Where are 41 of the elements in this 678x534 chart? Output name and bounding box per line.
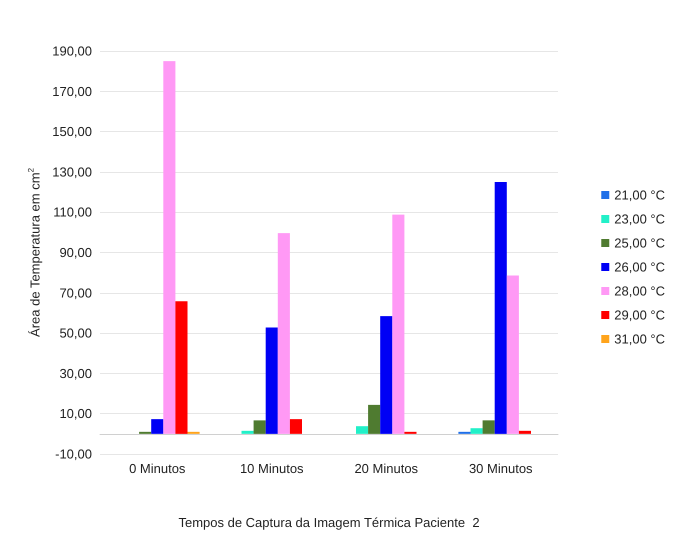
x-tick-label: 10 Minutos (240, 461, 304, 476)
bar (482, 420, 495, 434)
legend-label: 23,00 °C (614, 212, 666, 226)
bar (175, 301, 188, 434)
y-tick-label: 70,00 (59, 285, 92, 300)
y-tick-label: 190,00 (52, 44, 92, 58)
bar (470, 428, 483, 434)
y-tick-label: 10,00 (59, 406, 92, 422)
y-tick-label: 30,00 (59, 366, 92, 381)
y-tick-label: -10,00 (55, 446, 92, 462)
y-tick-label: 130,00 (52, 164, 92, 180)
y-tick-label: 110,00 (53, 204, 92, 220)
legend-label: 28,00 °C (614, 284, 666, 298)
y-tick-label: 150,00 (52, 124, 92, 140)
bar (494, 182, 507, 434)
legend-label: 26,00 °C (614, 260, 666, 274)
y-tick-label: 50,00 (59, 326, 92, 341)
bar (506, 275, 519, 434)
bar (278, 233, 290, 434)
bar (290, 419, 302, 434)
x-tick-label: 20 Minutos (354, 461, 419, 476)
legend-label: 31,00 °C (614, 332, 666, 346)
bar (356, 426, 368, 434)
bar (254, 420, 266, 434)
x-tick-label: 0 Minutos (129, 461, 186, 476)
legend-label: 29,00 °C (614, 308, 666, 322)
bar (241, 430, 254, 434)
x-axis-title: Tempos de Captura da Imagem Térmica Paciente 2 (178, 515, 480, 530)
bar (266, 327, 278, 434)
bar (518, 430, 532, 434)
legend-label: 21,00 °C (614, 188, 666, 202)
y-tick-label: 170,00 (52, 84, 92, 99)
y-axis-title: Área de Temperatura em cm2 (26, 167, 42, 337)
bar (368, 404, 380, 434)
bar (392, 214, 404, 434)
bar (380, 316, 392, 434)
bar (163, 61, 176, 434)
legend-label: 25,00 °C (614, 236, 666, 250)
bar (151, 419, 164, 434)
y-tick-label: 90,00 (59, 245, 92, 260)
x-tick-label: 30 Minutos (468, 461, 534, 476)
